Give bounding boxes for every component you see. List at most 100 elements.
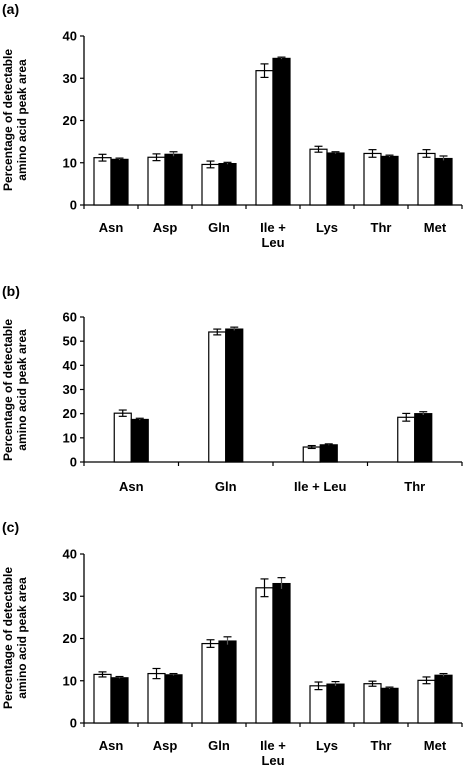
bar-open xyxy=(208,331,227,463)
bar-filled xyxy=(380,687,399,724)
chart-panel-1: (a) Percentage of detectableamino acid pe… xyxy=(1,1,463,250)
x-tick-label-line: Asn xyxy=(99,738,124,753)
y-tick-label: 10 xyxy=(63,155,77,170)
bar-filled xyxy=(414,413,433,463)
bar-filled xyxy=(225,328,244,463)
y-axis-title-line: Percentage of detectable xyxy=(1,567,15,709)
y-tick-label: 40 xyxy=(63,29,77,44)
x-tick-label-line: Leu xyxy=(261,235,284,250)
x-tick-label-line: Met xyxy=(424,738,447,753)
bar-filled xyxy=(164,153,183,206)
x-tick-label: Thr xyxy=(371,738,392,753)
x-tick-label: Gln xyxy=(208,220,230,235)
bar-open xyxy=(397,416,416,463)
panel-label: (a) xyxy=(2,1,19,17)
bar-filled xyxy=(326,683,345,724)
x-tick-label-line: Gln xyxy=(208,220,230,235)
x-tick-label: Gln xyxy=(208,738,230,753)
x-tick-label: Met xyxy=(424,738,447,753)
chart-panel-3: (c) Percentage of detectableamino acid pe… xyxy=(1,519,463,768)
y-axis-title-line: amino acid peak area xyxy=(15,59,29,181)
x-tick-label-line: Lys xyxy=(316,220,338,235)
bar-open xyxy=(255,587,274,724)
bar-filled xyxy=(380,155,399,206)
x-tick-label-line: Asp xyxy=(153,738,178,753)
y-tick-label: 0 xyxy=(70,455,77,470)
bar-filled xyxy=(110,158,129,206)
y-axis-title: Percentage of detectableamino acid peak … xyxy=(1,567,29,709)
x-tick-label: Lys xyxy=(316,738,338,753)
y-axis-title-line: Percentage of detectable xyxy=(1,319,15,461)
x-tick-label: Asn xyxy=(99,738,124,753)
x-tick-label-line: Leu xyxy=(261,753,284,768)
y-tick-label: 60 xyxy=(63,310,77,325)
y-tick-label: 0 xyxy=(70,716,77,731)
x-tick-label-line: Asn xyxy=(119,479,144,494)
x-tick-label-line: Gln xyxy=(215,479,237,494)
bar-filled xyxy=(130,418,149,463)
bar-filled xyxy=(434,674,453,724)
bar-open xyxy=(363,683,382,724)
bar-open xyxy=(255,70,274,206)
x-tick-label-line: Asn xyxy=(99,220,124,235)
bar-filled xyxy=(272,57,291,206)
panel-label: (c) xyxy=(2,519,19,535)
bar-filled xyxy=(272,582,291,724)
bar-open xyxy=(147,672,166,724)
x-tick-label: Asn xyxy=(99,220,124,235)
bar-open xyxy=(93,673,112,724)
y-axis-title-line: Percentage of detectable xyxy=(1,49,15,191)
y-tick-label: 10 xyxy=(63,430,77,445)
x-tick-label-line: Met xyxy=(424,220,447,235)
bar-open xyxy=(147,156,166,206)
x-tick-label: Ile + Leu xyxy=(260,738,286,768)
x-tick-label: Met xyxy=(424,220,447,235)
bar-open xyxy=(302,446,321,463)
bar-open xyxy=(417,152,436,206)
x-tick-label: Ile + Leu xyxy=(294,479,346,494)
bar-open xyxy=(309,148,328,206)
x-tick-label: Thr xyxy=(404,479,425,494)
y-axis-title: Percentage of detectableamino acid peak … xyxy=(1,319,29,461)
x-tick-label: Asp xyxy=(153,220,178,235)
y-tick-label: 10 xyxy=(63,673,77,688)
x-tick-label: Thr xyxy=(371,220,392,235)
x-tick-label-line: Lys xyxy=(316,738,338,753)
chart-panel-2: (b) Percentage of detectableamino acid pe… xyxy=(1,283,463,494)
x-tick-label-line: Thr xyxy=(371,738,392,753)
bar-open xyxy=(417,679,436,724)
y-tick-label: 0 xyxy=(70,198,77,213)
bar-open xyxy=(363,152,382,206)
bar-filled xyxy=(110,677,129,724)
bar-open xyxy=(201,642,220,724)
bar-filled xyxy=(319,444,338,463)
bar-filled xyxy=(218,640,237,724)
bar-filled xyxy=(164,674,183,724)
x-tick-label: Asn xyxy=(119,479,144,494)
bar-open xyxy=(201,163,220,206)
bar-filled xyxy=(434,157,453,206)
x-tick-label: Ile + Leu xyxy=(260,220,286,250)
x-tick-label-line: Ile + xyxy=(260,220,286,235)
x-tick-label: Asp xyxy=(153,738,178,753)
y-axis-title-line: amino acid peak area xyxy=(15,329,29,451)
y-axis-title: Percentage of detectableamino acid peak … xyxy=(1,49,29,191)
x-tick-label-line: Asp xyxy=(153,220,178,235)
bar-filled xyxy=(218,162,237,206)
y-tick-label: 50 xyxy=(63,334,77,349)
x-tick-label-line: Ile + Leu xyxy=(294,479,346,494)
x-tick-label-line: Gln xyxy=(208,738,230,753)
x-tick-label-line: Thr xyxy=(371,220,392,235)
y-tick-label: 20 xyxy=(63,406,77,421)
x-tick-label-line: Thr xyxy=(404,479,425,494)
y-tick-label: 30 xyxy=(63,71,77,86)
x-tick-label-line: Ile + xyxy=(260,738,286,753)
y-tick-label: 20 xyxy=(63,631,77,646)
bar-open xyxy=(93,157,112,206)
x-tick-label: Gln xyxy=(215,479,237,494)
bar-filled xyxy=(326,152,345,206)
x-tick-label: Lys xyxy=(316,220,338,235)
y-tick-label: 20 xyxy=(63,113,77,128)
bar-open xyxy=(309,685,328,724)
